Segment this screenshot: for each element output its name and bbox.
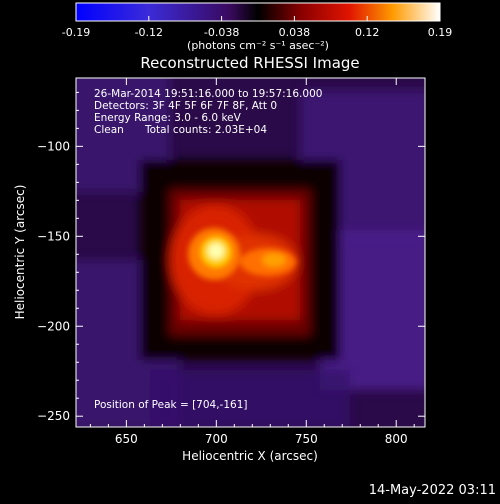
- plot-frame: [75, 77, 426, 428]
- colorbar-tick-label: 0.038: [279, 26, 311, 39]
- y-tick-label: −200: [37, 319, 70, 333]
- annotation-method: Clean: [94, 124, 124, 136]
- y-axis-label: Heliocentric Y (arcsec): [13, 185, 27, 320]
- colorbar-ticks: -0.19 -0.12 -0.038 0.038 0.12 0.19: [62, 16, 452, 39]
- annotation-peak-position: Position of Peak = [704,-161]: [94, 399, 248, 411]
- footer-timestamp: 14-May-2022 03:11: [369, 483, 496, 498]
- colorbar: [75, 2, 441, 22]
- colorbar-tick-label: -0.12: [135, 26, 163, 39]
- colorbar-tick-label: -0.038: [204, 26, 239, 39]
- colorbar-tick-label: 0.12: [355, 26, 380, 39]
- x-axis-label: Heliocentric X (arcsec): [182, 449, 318, 463]
- colorbar-tick-label: 0.19: [428, 26, 453, 39]
- annotation-detectors: Detectors: 3F 4F 5F 6F 7F 8F, Att 0: [94, 100, 277, 112]
- x-tick-label: 800: [385, 432, 408, 446]
- x-tick-label: 750: [295, 432, 318, 446]
- x-tick-label: 700: [205, 432, 228, 446]
- axis-ticks: 650 700 750 800 −100 −150 −200 −250: [37, 78, 425, 446]
- x-tick-label: 650: [115, 432, 138, 446]
- y-tick-label: −250: [37, 409, 70, 423]
- colorbar-tick-label: -0.19: [62, 26, 90, 39]
- colorbar-unit-label: (photons cm⁻² s⁻¹ asec⁻²): [187, 39, 329, 52]
- annotation-energy-range: Energy Range: 3.0 - 6.0 keV: [94, 112, 242, 124]
- y-tick-label: −150: [37, 229, 70, 243]
- heatmap-image: [76, 78, 425, 427]
- annotation-total-counts: Total counts: 2.03E+04: [144, 124, 267, 136]
- y-tick-label: −100: [37, 139, 70, 153]
- chart-title: Reconstructed RHESSI Image: [140, 54, 359, 72]
- annotation-time-range: 26-Mar-2014 19:51:16.000 to 19:57:16.000: [94, 88, 322, 100]
